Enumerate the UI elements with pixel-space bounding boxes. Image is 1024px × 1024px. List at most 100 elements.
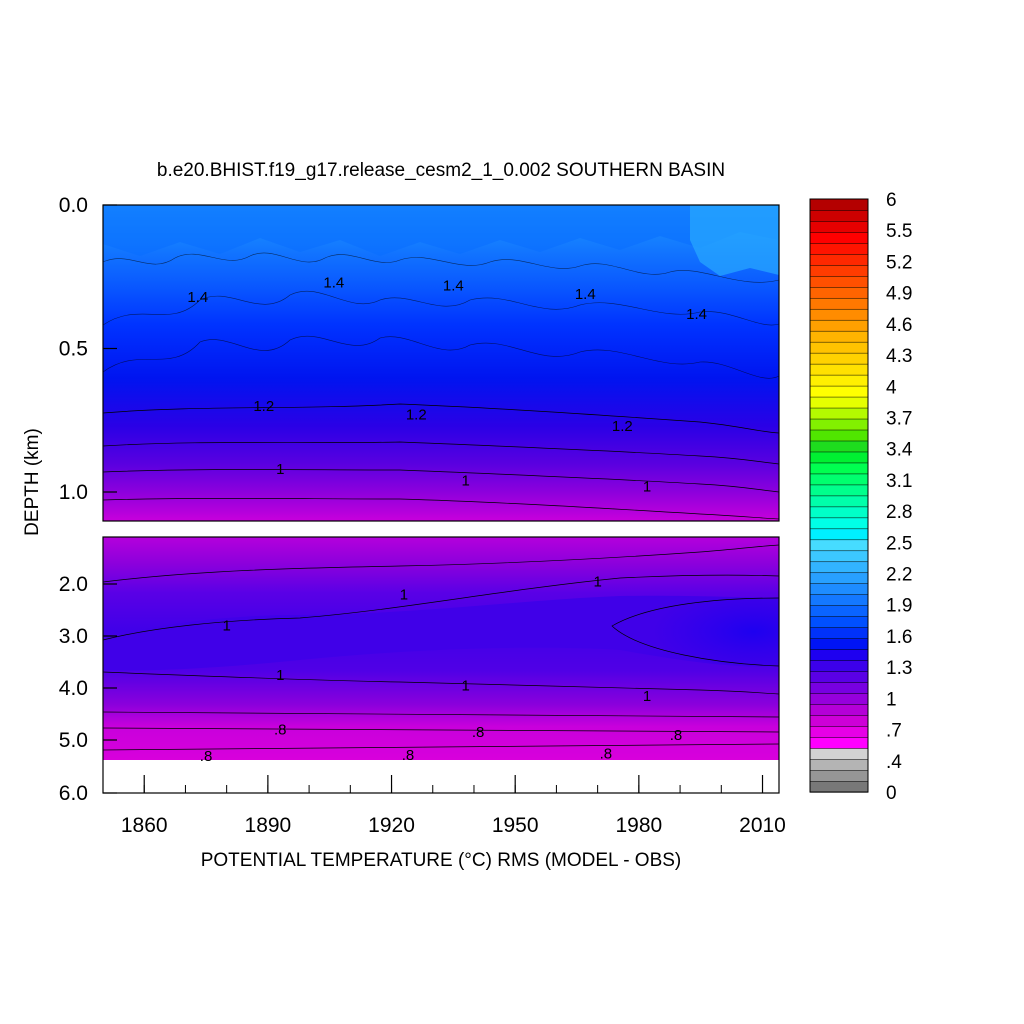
colorbar-swatch <box>809 242 869 255</box>
colorbar-swatch <box>809 330 869 343</box>
contour-label: 1 <box>462 677 470 694</box>
colorbar-swatch <box>809 758 869 771</box>
colorbar-swatch <box>809 374 869 387</box>
colorbar-swatch <box>809 670 869 683</box>
colorbar-label: 3.4 <box>886 440 913 461</box>
colorbar-swatch <box>809 627 869 639</box>
colorbar-label: .4 <box>886 752 902 773</box>
upper-y-tick-label: 1.0 <box>59 481 88 504</box>
colorbar-swatch <box>809 648 869 661</box>
contour-label: 1.4 <box>575 286 596 303</box>
upper-wavy-contour-3 <box>102 335 780 379</box>
lower-contour-top <box>102 544 780 583</box>
lower-y-tick-label: 4.0 <box>59 677 88 700</box>
y-axis-label: DEPTH (km) <box>22 428 43 536</box>
colorbar-swatch <box>809 297 869 310</box>
colorbar-swatch <box>809 220 869 233</box>
colorbar-label: 4.3 <box>886 346 912 367</box>
colorbar-swatch <box>809 780 869 793</box>
colorbar-swatch <box>809 681 869 694</box>
lower-core-region <box>103 595 779 671</box>
colorbar-swatch <box>809 198 869 211</box>
contour-label: 1 <box>222 618 230 635</box>
lower-y-tick-label: 5.0 <box>59 729 88 752</box>
upper-surface-light <box>690 205 779 276</box>
lower-contour-labels: 1 1 1 1 1 1 .8 .8 .8 .8 .8 .8 <box>200 574 682 765</box>
lower-contour-1-upper <box>102 574 780 641</box>
contour-label: 1 <box>462 473 470 490</box>
colorbar-swatch <box>809 440 869 453</box>
upper-contour-1-1 <box>102 441 780 465</box>
contour-label: .8 <box>274 722 287 739</box>
colorbar-label: 1.9 <box>886 596 912 617</box>
x-tick-label: 2010 <box>739 814 786 837</box>
contour-label: 1.4 <box>323 274 344 291</box>
upper-y-tick-label: 0.5 <box>59 338 88 361</box>
colorbar-swatch <box>809 253 869 266</box>
x-axis-label: POTENTIAL TEMPERATURE (°C) RMS (MODEL - … <box>201 850 682 871</box>
upper-surface-texture <box>103 205 779 256</box>
upper-y-tick-label: 0.0 <box>59 194 88 217</box>
colorbar-label: 2.5 <box>886 533 912 554</box>
colorbar-label: 5.5 <box>886 221 912 242</box>
colorbar-label: 4.6 <box>886 315 912 336</box>
colorbar-swatch <box>809 769 869 782</box>
contour-label: 1 <box>400 586 408 603</box>
contour-label: .8 <box>472 724 485 741</box>
contour-label: 1.4 <box>686 306 707 323</box>
lower-contour-1-lower <box>102 671 780 695</box>
colorbar-swatch <box>809 407 869 420</box>
colorbar-swatch <box>809 736 869 749</box>
colorbar-swatch <box>809 429 869 442</box>
colorbar-swatch <box>809 451 869 464</box>
contour-label: 1 <box>276 667 284 684</box>
colorbar-swatch <box>809 725 869 738</box>
x-tick-label: 1890 <box>245 814 292 837</box>
contour-label: 1 <box>643 478 651 495</box>
colorbar-swatch <box>809 703 869 716</box>
contour-label: 1.4 <box>187 289 208 306</box>
contour-label: 1 <box>643 688 651 705</box>
upper-contour-1-2 <box>102 403 780 434</box>
colorbar-swatch <box>809 638 869 650</box>
colorbar-label: 2.8 <box>886 502 912 523</box>
colorbar-swatch <box>809 264 869 277</box>
colorbar-label: 5.2 <box>886 252 912 273</box>
colorbar-swatch <box>809 605 869 617</box>
contour-label: .8 <box>402 747 415 764</box>
contour-label: 1.2 <box>612 418 633 435</box>
x-tick-label: 1920 <box>368 814 415 837</box>
colorbar-swatch <box>809 539 869 552</box>
colorbar-swatch <box>809 363 869 376</box>
colorbar-swatch <box>809 659 869 672</box>
upper-contour-1-0 <box>102 469 780 493</box>
upper-panel-field <box>103 205 779 521</box>
colorbar-swatch <box>809 473 869 486</box>
colorbar-swatch <box>809 572 869 585</box>
colorbar-label: 6 <box>886 190 897 211</box>
lower-panel: 1 1 1 1 1 1 .8 .8 .8 .8 .8 .8 <box>102 536 780 794</box>
colorbar-swatch <box>809 275 869 288</box>
colorbar-label: 3.1 <box>886 471 912 492</box>
colorbar-label: 1.6 <box>886 627 912 648</box>
colorbar-label: 4.9 <box>886 284 912 305</box>
lower-y-tick-label: 2.0 <box>59 573 88 596</box>
contour-label: 1.2 <box>253 398 274 415</box>
colorbar-swatch <box>809 484 869 497</box>
colorbar-swatch <box>809 462 869 475</box>
upper-contour-labels: 1.4 1.4 1.4 1.4 1.4 1.2 1.2 1.2 1 1 1 <box>187 274 707 495</box>
colorbar-label: 1.3 <box>886 658 912 679</box>
colorbar-label: 3.7 <box>886 408 912 429</box>
lower-panel-frame <box>102 536 780 794</box>
colorbar: 6 5.5 5.2 4.9 4.6 4.3 4 3.7 3.4 3.1 2.8 2.5 2.2 1.9 1.… <box>809 190 913 804</box>
colorbar-label: .7 <box>886 721 902 742</box>
colorbar-label: 2.2 <box>886 565 912 586</box>
colorbar-swatch <box>809 528 869 541</box>
lower-core-deep <box>610 597 779 666</box>
lower-y-tick-label: 6.0 <box>59 782 88 805</box>
colorbar-swatch <box>809 341 869 354</box>
lower-contour-core <box>611 597 780 667</box>
x-tick-label: 1860 <box>121 814 168 837</box>
contour-label: 1.4 <box>443 277 464 294</box>
